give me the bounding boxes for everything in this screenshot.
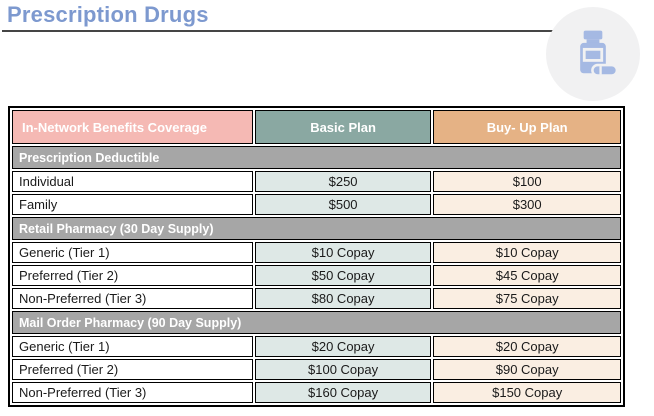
column-header-basic-plan: Basic Plan <box>254 110 432 144</box>
row-label: Generic (Tier 1) <box>12 242 253 263</box>
table-row: Preferred (Tier 2) $50 Copay $45 Copay <box>12 265 621 286</box>
basic-plan-value: $250 <box>254 171 432 192</box>
table-row: Individual $250 $100 <box>12 171 621 192</box>
benefits-table: In-Network Benefits Coverage Basic Plan … <box>8 106 625 407</box>
buyup-plan-value: $100 <box>433 171 621 192</box>
table-row: Non-Preferred (Tier 3) $80 Copay $75 Copay <box>12 288 621 309</box>
row-label: Family <box>12 194 253 215</box>
buyup-plan-value: $150 Copay <box>433 382 621 403</box>
basic-plan-value: $160 Copay <box>254 382 432 403</box>
buyup-plan-value: $300 <box>433 194 621 215</box>
buyup-plan-value: $90 Copay <box>433 359 621 380</box>
section-header-row: Retail Pharmacy (30 Day Supply) <box>12 217 621 240</box>
row-label: Individual <box>12 171 253 192</box>
section-header-row: Prescription Deductible <box>12 146 621 169</box>
buyup-plan-value: $10 Copay <box>433 242 621 263</box>
buyup-plan-value: $75 Copay <box>433 288 621 309</box>
basic-plan-value: $100 Copay <box>254 359 432 380</box>
column-header-benefits: In-Network Benefits Coverage <box>12 110 253 144</box>
row-label: Non-Preferred (Tier 3) <box>12 382 253 403</box>
table-row: Preferred (Tier 2) $100 Copay $90 Copay <box>12 359 621 380</box>
column-header-row: In-Network Benefits Coverage Basic Plan … <box>12 110 621 144</box>
section-header: Mail Order Pharmacy (90 Day Supply) <box>12 311 621 334</box>
basic-plan-value: $10 Copay <box>254 242 432 263</box>
section-header: Retail Pharmacy (30 Day Supply) <box>12 217 621 240</box>
table-row: Family $500 $300 <box>12 194 621 215</box>
basic-plan-value: $80 Copay <box>254 288 432 309</box>
pill-bottle-icon <box>546 7 640 101</box>
section-header: Prescription Deductible <box>12 146 621 169</box>
page-title: Prescription Drugs <box>7 2 209 27</box>
row-label: Non-Preferred (Tier 3) <box>12 288 253 309</box>
pill-bottle-glyph <box>580 30 619 77</box>
section-header-row: Mail Order Pharmacy (90 Day Supply) <box>12 311 621 334</box>
basic-plan-value: $20 Copay <box>254 336 432 357</box>
basic-plan-value: $50 Copay <box>254 265 432 286</box>
table-row: Generic (Tier 1) $20 Copay $20 Copay <box>12 336 621 357</box>
row-label: Preferred (Tier 2) <box>12 265 253 286</box>
row-label: Preferred (Tier 2) <box>12 359 253 380</box>
table-body: Prescription Deductible Individual $250 $10… <box>12 146 621 403</box>
buyup-plan-value: $20 Copay <box>433 336 621 357</box>
basic-plan-value: $500 <box>254 194 432 215</box>
buyup-plan-value: $45 Copay <box>433 265 621 286</box>
table-row: Generic (Tier 1) $10 Copay $10 Copay <box>12 242 621 263</box>
column-header-buyup-plan: Buy- Up Plan <box>433 110 621 144</box>
row-label: Generic (Tier 1) <box>12 336 253 357</box>
table-row: Non-Preferred (Tier 3) $160 Copay $150 Cop… <box>12 382 621 403</box>
title-underline <box>2 30 558 32</box>
